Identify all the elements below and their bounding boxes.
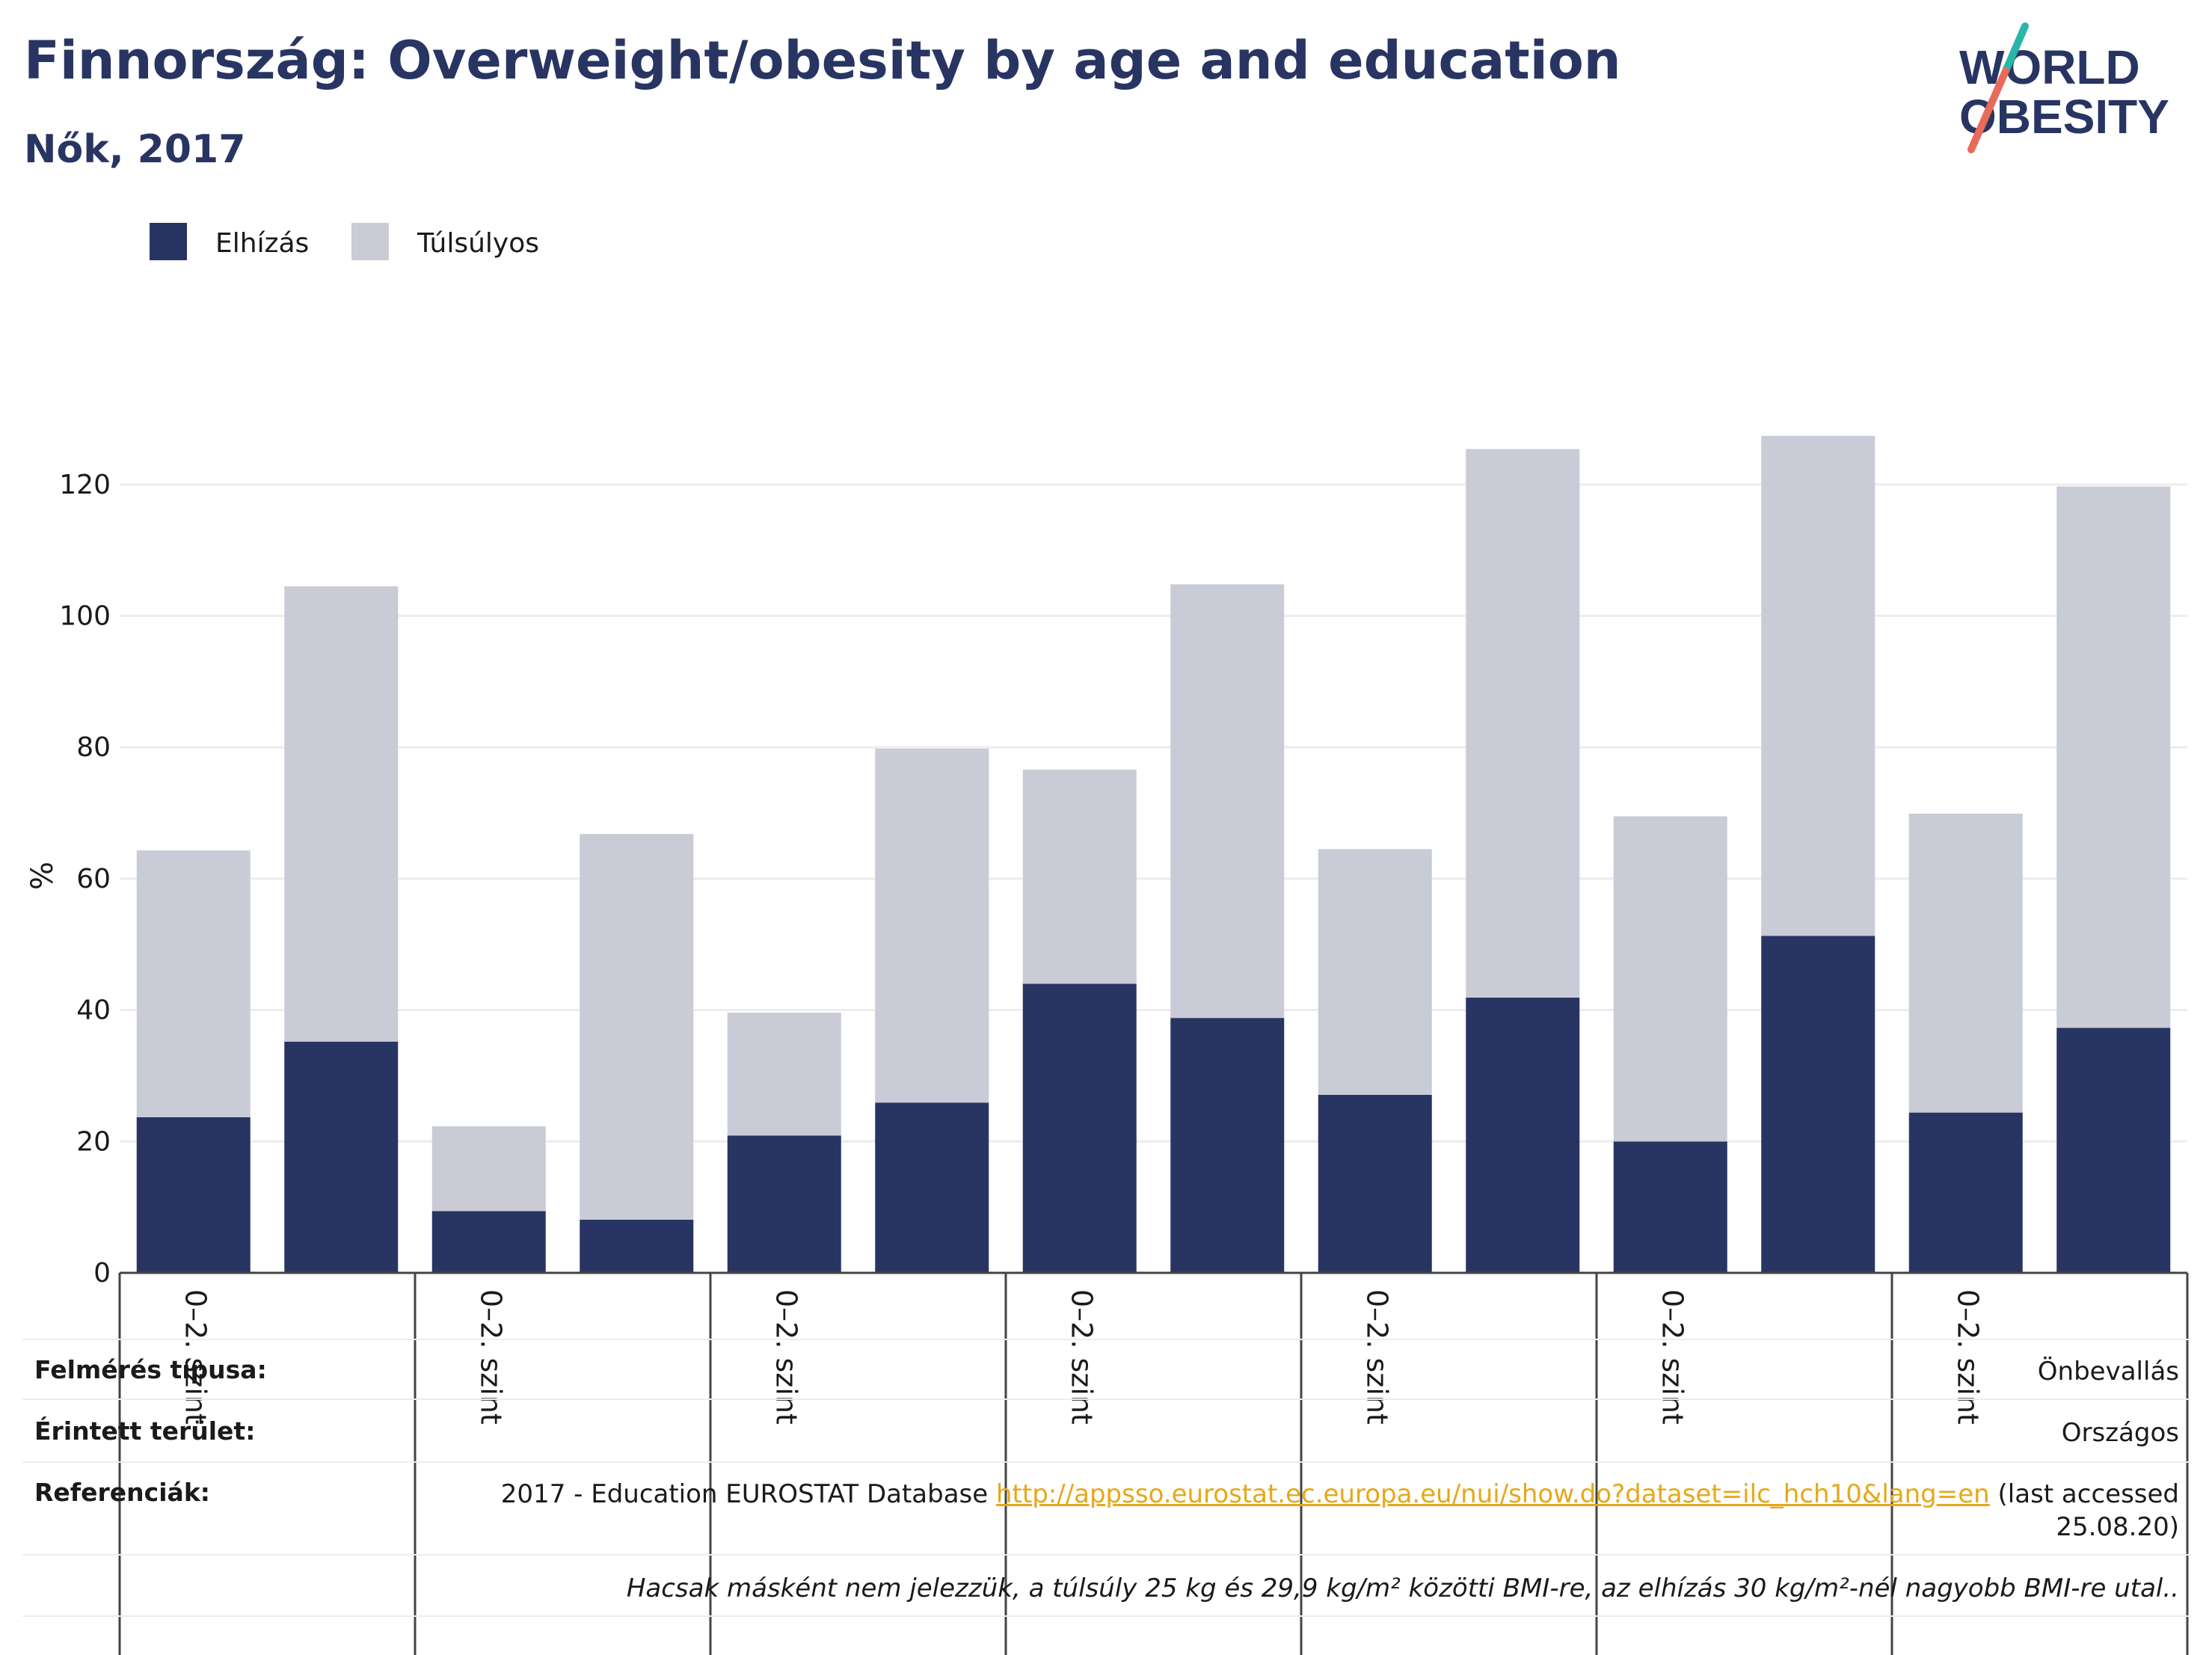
footer-value: Országos [2061, 1418, 2179, 1448]
legend-swatch [150, 223, 187, 260]
bar-tulsulyos [1908, 813, 2023, 1113]
footer-label: Referenciák: [34, 1478, 210, 1507]
footer-divider [22, 1615, 2191, 1617]
legend-label: Túlsúlyos [417, 228, 539, 259]
bar-tulsulyos [1466, 449, 1580, 998]
bar-tulsulyos [284, 586, 399, 1042]
footer-note: Hacsak másként nem jelezzük, a túlsúly 2… [626, 1573, 2179, 1603]
x-group-label: 0–2. szint [1951, 1289, 1984, 1425]
bar-tulsulyos [2056, 486, 2171, 1028]
footer-divider [22, 1461, 2191, 1463]
bar-elhizas [284, 1041, 399, 1273]
legend-label: Elhízás [215, 228, 309, 259]
bar-elhizas [727, 1135, 841, 1273]
bar-elhizas [580, 1219, 694, 1273]
footer-value: Önbevallás [2037, 1357, 2179, 1387]
bar-tulsulyos [431, 1126, 546, 1212]
bar-elhizas [1170, 1018, 1285, 1273]
logo-coral-slash [1967, 67, 2009, 153]
gridlines [120, 483, 2187, 1143]
bars [136, 435, 2171, 1273]
footer-label: Érintett terület: [34, 1416, 256, 1446]
bar-tulsulyos [1170, 584, 1285, 1019]
footer-divider [22, 1554, 2191, 1556]
x-group-label: 0–2. szint [179, 1289, 212, 1425]
bar-elhizas [431, 1211, 546, 1273]
reference-accessed-date: 25.08.20) [2056, 1512, 2179, 1542]
y-tick-label: 40 [76, 995, 111, 1026]
y-tick-label: 100 [59, 601, 111, 632]
reference-text: 2017 - Education EUROSTAT Database [500, 1479, 996, 1509]
bar-tulsulyos [580, 834, 694, 1220]
bar-elhizas [1466, 997, 1580, 1273]
bar-tulsulyos [875, 748, 989, 1103]
legend: Elhízás Túlsúlyos [150, 223, 539, 260]
world-obesity-logo: WORLD OBESITY [1959, 22, 2169, 153]
y-tick-label: 120 [59, 470, 111, 500]
bar-tulsulyos [136, 850, 251, 1117]
reference-accessed: (last accessed [1989, 1479, 2179, 1509]
y-tick-label: 80 [76, 732, 111, 763]
logo-word-world: WORLD [1959, 40, 2140, 94]
x-group-label: 0–2. szint [474, 1289, 507, 1425]
bar-elhizas [1908, 1112, 2023, 1273]
bar-elhizas [136, 1117, 251, 1273]
x-group-label: 0–2. szint [1656, 1289, 1689, 1425]
bar-tulsulyos [1613, 816, 1727, 1142]
bar-elhizas [1761, 936, 1875, 1273]
bar-elhizas [1318, 1094, 1432, 1273]
footer-divider [22, 1339, 2191, 1340]
chart-title: Finnország: Overweight/obesity by age an… [24, 30, 1621, 91]
footer-label: Felmérés típusa: [34, 1355, 267, 1384]
bar-elhizas [1613, 1141, 1727, 1273]
footer-divider [22, 1398, 2191, 1400]
bar-tulsulyos [727, 1013, 841, 1136]
footer-references-value: 2017 - Education EUROSTAT Database http:… [501, 1478, 2179, 1544]
bar-tulsulyos [1761, 435, 1875, 936]
x-group-label: 0–2. szint [1360, 1289, 1393, 1425]
reference-link[interactable]: http://appsso.eurostat.ec.europa.eu/nui/… [995, 1479, 1990, 1509]
y-tick-label: 20 [76, 1126, 111, 1157]
x-group-label: 0–2. szint [769, 1289, 802, 1425]
bar-elhizas [875, 1102, 989, 1273]
bar-tulsulyos [1022, 770, 1137, 984]
axes: 0 20 40 60 80 100 120% 0–2. szint 0–2. szint 0–2.… [25, 470, 2189, 1655]
y-tick-label: 60 [76, 864, 111, 894]
y-tick-label: 0 [93, 1258, 111, 1289]
bar-elhizas [2056, 1028, 2171, 1273]
y-axis-label: % [25, 862, 60, 890]
bar-tulsulyos [1318, 849, 1432, 1095]
bar-elhizas [1022, 983, 1137, 1273]
chart-subtitle: Nők, 2017 [24, 127, 246, 172]
x-group-label: 0–2. szint [1065, 1289, 1098, 1425]
legend-swatch [351, 223, 389, 260]
logo-teal-slash [2002, 22, 2029, 75]
